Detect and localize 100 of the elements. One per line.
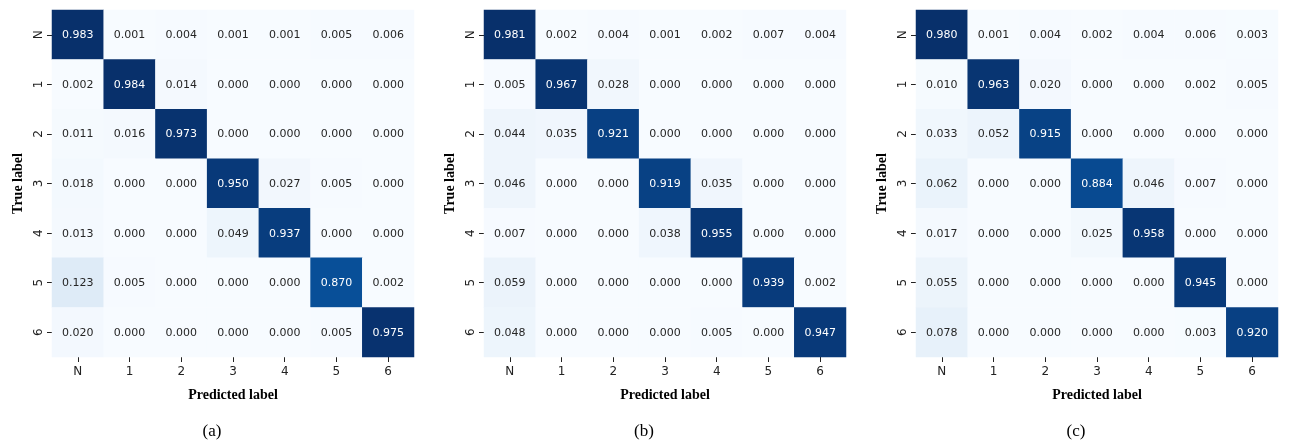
data-label: 0.000 [165, 325, 198, 339]
data-label: 0.000 [752, 127, 785, 141]
y-tick-label: 1 [463, 80, 477, 89]
data-label: 0.000 [217, 325, 249, 339]
data-label: 0.004 [165, 28, 198, 42]
data-label: 0.921 [597, 127, 630, 141]
y-axis-title: True label [441, 153, 457, 214]
data-label: 0.028 [597, 77, 630, 91]
data-label: 0.963 [977, 77, 1010, 91]
x-tick-label: 1 [557, 364, 566, 378]
x-tick-label: 3 [229, 364, 237, 378]
data-label: 0.000 [1029, 226, 1062, 240]
data-label: 0.000 [268, 77, 301, 91]
y-tick-label: 3 [463, 179, 477, 188]
data-label: 0.000 [320, 226, 353, 240]
data-label: 0.000 [1081, 325, 1113, 339]
data-label: 0.000 [1081, 77, 1113, 91]
data-label: 0.027 [268, 177, 301, 190]
data-label: 0.000 [752, 325, 785, 339]
data-label: 0.000 [165, 177, 198, 190]
data-label: 0.001 [113, 28, 146, 42]
data-label: 0.046 [494, 177, 526, 190]
data-label: 0.984 [113, 77, 146, 91]
data-label: 0.884 [1081, 177, 1113, 190]
x-tick-label: 2 [609, 364, 618, 378]
data-label: 0.919 [649, 177, 681, 190]
text: (c) [1066, 421, 1086, 440]
x-tick-label: 4 [1144, 364, 1153, 378]
data-label: 0.000 [545, 177, 578, 190]
data-label: 0.000 [804, 177, 836, 190]
data-label: 0.005 [113, 276, 146, 290]
data-label: 0.947 [804, 325, 836, 339]
data-label: 0.870 [320, 276, 353, 290]
data-label: 0.000 [320, 77, 353, 91]
x-tick-label: 4 [712, 364, 721, 378]
data-label: 0.013 [62, 226, 94, 240]
data-label: 0.000 [597, 177, 630, 190]
data-label: 0.000 [977, 276, 1010, 290]
data-label: 0.033 [926, 127, 958, 141]
data-label: 0.020 [62, 325, 94, 339]
data-label: 0.000 [597, 226, 630, 240]
data-label: 0.981 [494, 28, 526, 42]
data-label: 0.001 [268, 28, 301, 42]
data-label: 0.000 [804, 226, 836, 240]
y-tick-label: 5 [31, 278, 45, 287]
y-tick-label: 3 [31, 179, 45, 188]
data-label: 0.000 [597, 325, 630, 339]
data-label: 0.007 [494, 226, 526, 240]
data-label: 0.002 [1081, 28, 1113, 42]
data-label: 0.025 [1081, 226, 1113, 240]
x-tick-label: N [73, 364, 83, 378]
data-label: 0.000 [1236, 127, 1268, 141]
data-label: 0.000 [217, 276, 249, 290]
data-label: 0.000 [1132, 77, 1165, 91]
data-label: 0.003 [1184, 325, 1217, 339]
data-label: 0.078 [926, 325, 958, 339]
data-label: 0.000 [320, 127, 353, 141]
data-label: 0.002 [545, 28, 578, 42]
data-label: 0.055 [926, 276, 958, 290]
data-label: 0.004 [1132, 28, 1165, 42]
data-label: 0.016 [113, 127, 146, 141]
data-label: 0.002 [1184, 77, 1217, 91]
data-label: 0.000 [752, 226, 785, 240]
data-label: 0.000 [1029, 325, 1062, 339]
y-tick-label: 6 [31, 328, 45, 337]
y-tick-label: 4 [895, 229, 909, 237]
x-tick-label: N [505, 364, 515, 378]
data-label: 0.004 [597, 28, 630, 42]
x-axis-title: Predicted label [1052, 386, 1142, 402]
data-label: 0.000 [649, 276, 681, 290]
y-tick-label: 1 [895, 80, 909, 89]
data-label: 0.017 [926, 226, 958, 240]
data-label: 0.005 [320, 177, 353, 190]
data-label: 0.983 [62, 28, 94, 42]
data-label: 0.123 [62, 276, 94, 290]
text: (b) [634, 421, 654, 440]
y-tick-label: 5 [463, 278, 477, 287]
data-label: 0.000 [649, 127, 681, 141]
data-label: 0.915 [1029, 127, 1062, 141]
data-label: 0.000 [545, 325, 578, 339]
data-label: 0.000 [268, 325, 301, 339]
data-label: 0.000 [1184, 127, 1217, 141]
data-label: 0.000 [1236, 177, 1268, 190]
data-label: 0.000 [545, 226, 578, 240]
x-tick-label: 3 [661, 364, 669, 378]
data-label: 0.000 [649, 325, 681, 339]
x-axis-title: Predicted label [188, 386, 278, 402]
data-label: 0.038 [649, 226, 681, 240]
x-tick-label: 6 [384, 364, 392, 378]
y-tick-label: 2 [895, 130, 909, 138]
data-label: 0.010 [926, 77, 958, 91]
data-label: 0.000 [372, 127, 404, 141]
data-label: 0.950 [217, 177, 249, 190]
data-label: 0.000 [372, 226, 404, 240]
data-label: 0.004 [804, 28, 836, 42]
y-tick-label: N [895, 30, 909, 40]
data-label: 0.000 [1132, 276, 1165, 290]
data-label: 0.000 [597, 276, 630, 290]
data-label: 0.000 [1081, 276, 1113, 290]
data-label: 0.000 [372, 77, 404, 91]
